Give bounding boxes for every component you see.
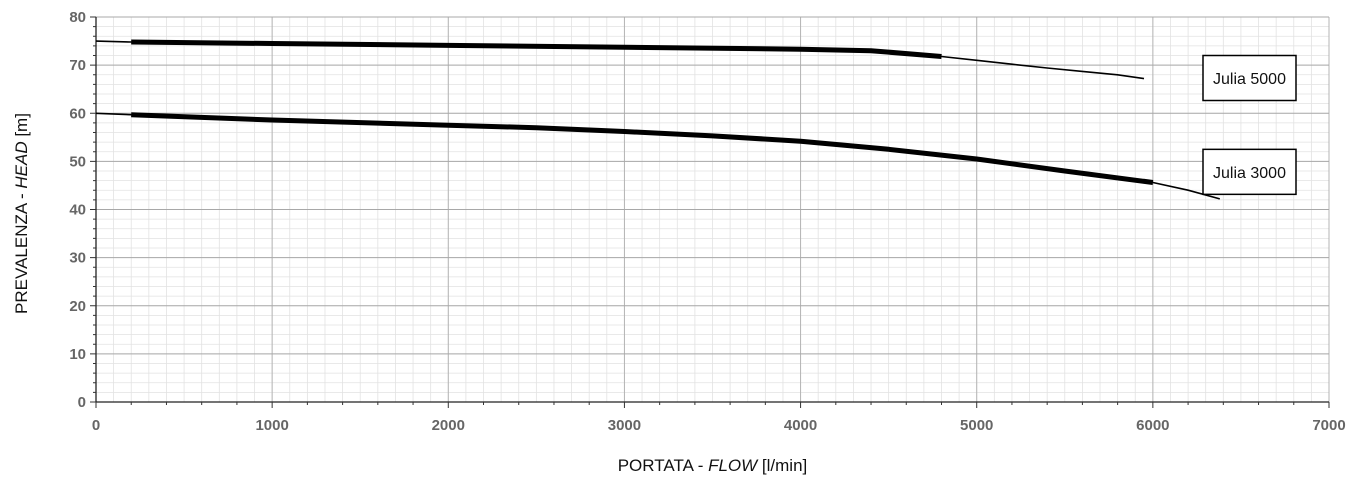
y-tick-label: 20 bbox=[69, 298, 86, 315]
x-tick-label: 5000 bbox=[960, 417, 993, 434]
legend-label-julia-5000: Julia 5000 bbox=[1213, 71, 1286, 88]
y-tick-label: 60 bbox=[69, 105, 86, 122]
x-axis-title-part: FLOW bbox=[708, 456, 759, 475]
x-tick-label: 3000 bbox=[608, 417, 641, 434]
x-tick-label: 6000 bbox=[1136, 417, 1169, 434]
y-axis-title-part: [m] bbox=[12, 113, 31, 141]
y-tick-label: 0 bbox=[78, 394, 86, 411]
x-axis-title: PORTATA - FLOW [l/min] bbox=[618, 456, 808, 475]
x-tick-label: 1000 bbox=[255, 417, 288, 434]
y-tick-label: 30 bbox=[69, 250, 86, 267]
x-axis-title-part: [l/min] bbox=[757, 456, 807, 475]
x-tick-label: 0 bbox=[92, 417, 100, 434]
y-axis-title-part: PREVALENZA - bbox=[12, 189, 31, 314]
x-tick-label: 7000 bbox=[1312, 417, 1345, 434]
y-tick-label: 50 bbox=[69, 153, 86, 170]
x-tick-label: 2000 bbox=[432, 417, 465, 434]
y-axis-title: PREVALENZA - HEAD [m] bbox=[12, 113, 31, 314]
grid bbox=[96, 17, 1329, 402]
y-axis-title-part: HEAD bbox=[12, 141, 31, 188]
x-tick-label: 4000 bbox=[784, 417, 817, 434]
legend-label-julia-3000: Julia 3000 bbox=[1213, 165, 1286, 182]
y-tick-label: 40 bbox=[69, 202, 86, 219]
y-tick-label: 10 bbox=[69, 346, 86, 363]
x-axis-title-part: PORTATA - bbox=[618, 456, 708, 475]
y-tick-label: 70 bbox=[69, 57, 86, 74]
y-tick-label: 80 bbox=[69, 9, 86, 26]
